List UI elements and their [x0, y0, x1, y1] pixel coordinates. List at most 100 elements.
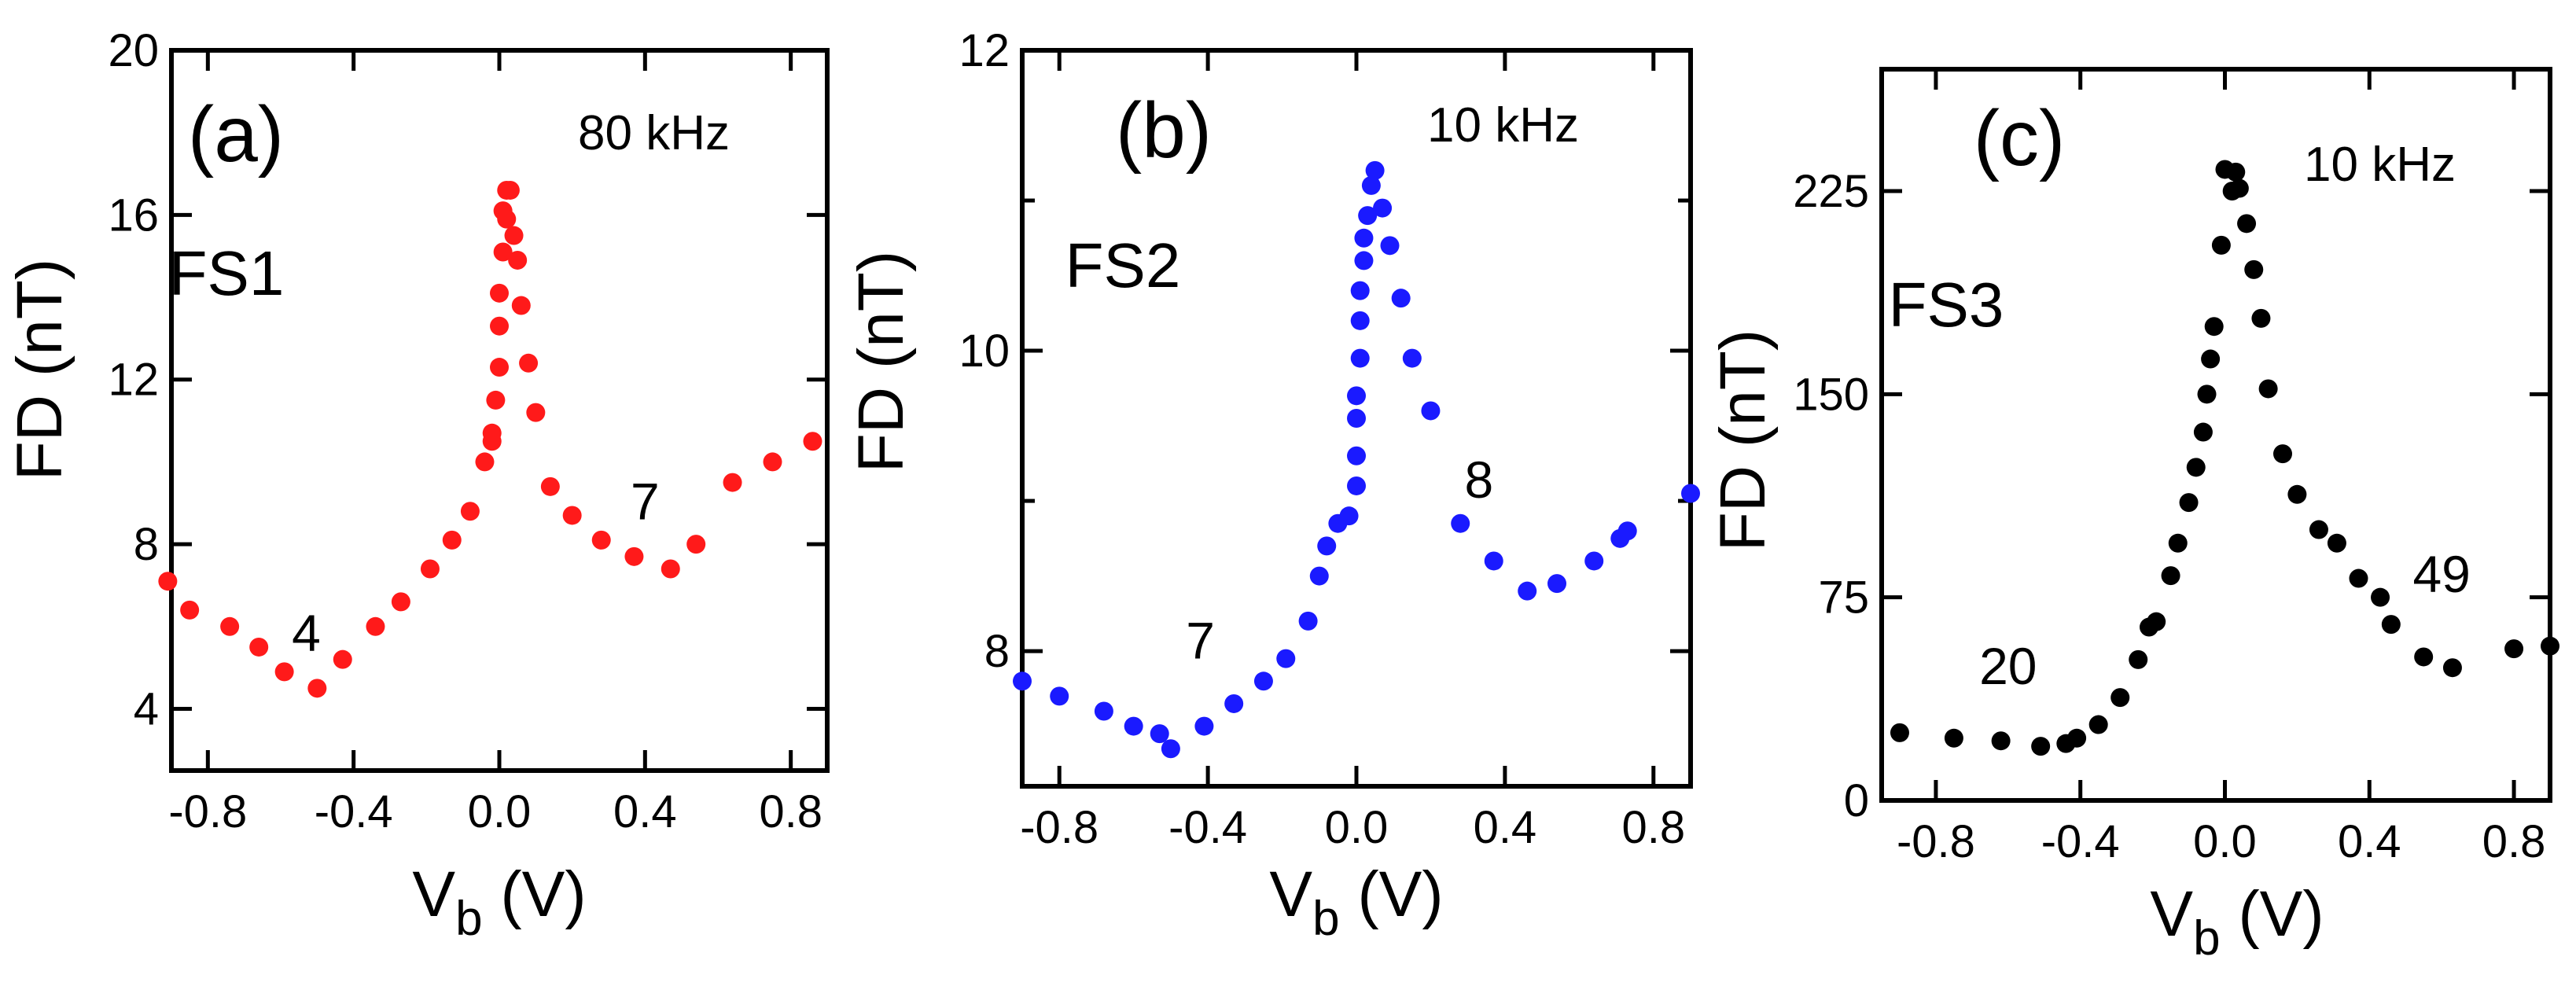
data-point	[490, 358, 509, 377]
data-point	[1358, 206, 1378, 226]
data-point	[2193, 422, 2213, 442]
data-point	[1347, 409, 1366, 428]
data-point	[2179, 493, 2199, 513]
data-point	[158, 572, 178, 591]
plot-frame	[1879, 67, 2552, 803]
data-point	[490, 316, 509, 336]
data-point	[1361, 175, 1381, 195]
data-point	[1354, 251, 1374, 270]
panel-label: (a)	[188, 90, 284, 178]
data-point	[1150, 724, 1169, 744]
y-axis-title: FD (nT)	[845, 251, 917, 473]
data-point	[497, 209, 517, 229]
data-point	[2327, 533, 2346, 553]
data-point	[1350, 348, 1370, 368]
x-tick-label: 0.0	[2193, 816, 2257, 867]
frequency-label: 80 kHz	[578, 106, 730, 160]
data-point	[249, 637, 269, 657]
y-tick-label: 20	[108, 25, 159, 76]
x-axis-title-unit: (V)	[483, 859, 587, 930]
data-point	[624, 546, 644, 566]
data-point	[1050, 686, 1069, 706]
data-point	[2229, 178, 2249, 198]
x-tick-label: 0.0	[468, 786, 532, 837]
data-point	[661, 559, 680, 579]
annotation-label: 49	[2412, 545, 2470, 603]
data-point	[1421, 401, 1441, 421]
annotation-label: 7	[631, 473, 660, 531]
panel-label: (c)	[1974, 94, 2066, 182]
data-point	[803, 432, 822, 451]
y-tick-label: 10	[959, 326, 1010, 377]
data-point	[1380, 236, 1400, 256]
data-point	[220, 616, 240, 636]
data-point	[1350, 281, 1370, 300]
x-axis-title-sub: b	[1312, 892, 1339, 946]
data-point	[482, 423, 502, 443]
data-point	[2541, 636, 2559, 656]
data-point	[486, 390, 506, 410]
data-point	[2244, 259, 2264, 279]
data-point	[1365, 160, 1385, 180]
data-point	[763, 452, 782, 472]
data-point	[508, 250, 528, 270]
data-point	[2309, 520, 2328, 539]
x-tick-label: 0.0	[1325, 802, 1389, 853]
data-point	[1309, 566, 1329, 586]
data-point	[1944, 728, 1963, 748]
data-point	[1617, 521, 1637, 541]
data-point	[723, 473, 742, 492]
data-point	[2110, 688, 2130, 708]
data-point	[1350, 311, 1370, 330]
data-point	[526, 403, 546, 422]
data-point	[562, 506, 582, 525]
data-point	[2197, 384, 2217, 404]
data-point	[2168, 533, 2188, 553]
data-point	[2381, 615, 2401, 635]
x-tick-label: -0.4	[1168, 802, 1247, 853]
x-tick-label: -0.8	[1020, 802, 1098, 853]
data-point	[686, 535, 706, 554]
data-point	[1354, 228, 1374, 248]
data-point	[2251, 308, 2271, 328]
data-point	[2349, 568, 2368, 588]
data-point	[490, 283, 509, 303]
data-point	[1518, 581, 1537, 601]
x-axis-title-sub: b	[455, 892, 482, 946]
data-point	[475, 452, 495, 472]
y-tick-label: 12	[108, 355, 159, 406]
data-point	[442, 530, 462, 550]
annotation-label: 7	[1186, 612, 1215, 670]
data-point	[180, 600, 200, 620]
x-axis-title-main: V	[2150, 878, 2193, 950]
data-point	[333, 649, 352, 669]
data-point	[500, 180, 520, 200]
data-point	[2287, 484, 2307, 504]
y-tick-label: 0	[1844, 775, 1869, 826]
data-point	[1402, 348, 1422, 368]
data-point	[591, 530, 611, 550]
data-point	[2129, 649, 2148, 669]
x-axis-title-main: V	[1269, 859, 1312, 930]
x-tick-label: -0.8	[1897, 816, 1975, 867]
x-tick-label: 0.8	[1621, 802, 1685, 853]
y-tick-label: 8	[134, 519, 159, 570]
data-point	[1194, 716, 1214, 736]
data-point	[2414, 647, 2434, 667]
y-tick-label: 16	[108, 189, 159, 241]
data-point	[1451, 513, 1470, 533]
data-point	[2161, 566, 2180, 586]
data-point	[460, 502, 480, 521]
x-tick-label: 0.4	[613, 786, 677, 837]
data-point	[2258, 379, 2278, 399]
annotation-label: 20	[1979, 637, 2037, 695]
data-point	[1094, 701, 1113, 721]
data-point	[1347, 476, 1366, 495]
annotation-label: 8	[1464, 451, 1493, 509]
data-point	[1373, 198, 1393, 218]
data-point	[2067, 728, 2087, 748]
annotation-label: 4	[292, 604, 321, 662]
x-tick-label: -0.4	[2041, 816, 2120, 867]
data-point	[519, 353, 539, 373]
y-tick-label: 4	[134, 683, 159, 734]
